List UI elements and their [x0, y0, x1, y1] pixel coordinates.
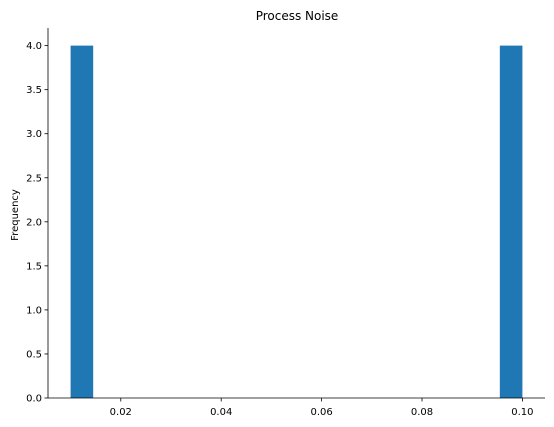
y-axis-label: Frequency [10, 189, 21, 241]
y-tick-label: 1.5 [26, 261, 42, 272]
x-tick-label: 0.06 [310, 407, 332, 418]
x-axis-ticks: 0.02 0.04 0.06 0.08 0.10 [110, 398, 534, 418]
y-tick-label: 0.5 [26, 349, 42, 360]
x-tick-label: 0.02 [110, 407, 132, 418]
histogram-bar-1 [499, 45, 523, 398]
x-tick-label: 0.08 [411, 407, 433, 418]
y-tick-label: 2.5 [26, 173, 42, 184]
y-tick-label: 3.5 [26, 85, 42, 96]
histogram-bar-0 [70, 45, 94, 398]
y-tick-label: 3.0 [26, 129, 42, 140]
y-tick-label: 4.0 [26, 41, 42, 52]
y-tick-label: 0.0 [26, 394, 42, 405]
chart-title: Process Noise [256, 9, 339, 23]
y-tick-label: 2.0 [26, 217, 42, 228]
y-tick-label: 1.0 [26, 305, 42, 316]
x-tick-label: 0.04 [210, 407, 232, 418]
x-tick-label: 0.10 [511, 407, 533, 418]
bars-group [70, 45, 523, 398]
y-axis-ticks: 0.0 0.5 1.0 1.5 2.0 2.5 3.0 3.5 4.0 [26, 41, 48, 405]
